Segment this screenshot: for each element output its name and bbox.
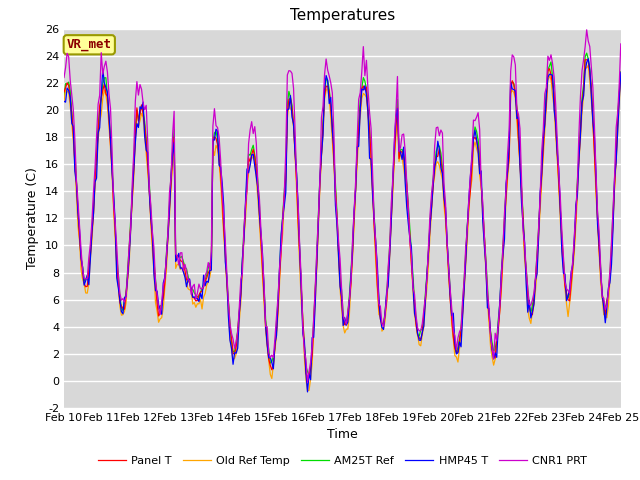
AM25T Ref (244, 151, 252, 157)
Panel T (617, 72, 625, 78)
CNR1 PRT (60, 74, 68, 80)
HMP45 T (584, 56, 592, 61)
Text: VR_met: VR_met (67, 38, 112, 51)
Old Ref Temp (129, 198, 136, 204)
AM25T Ref (129, 190, 136, 195)
AM25T Ref (60, 95, 68, 100)
HMP45 T (226, 337, 234, 343)
AM25T Ref (254, 179, 262, 184)
CNR1 PRT (617, 41, 625, 47)
AM25T Ref (303, 369, 311, 374)
HMP45 T (589, 119, 596, 124)
Line: HMP45 T: HMP45 T (64, 59, 621, 392)
Line: Old Ref Temp: Old Ref Temp (64, 65, 621, 391)
CNR1 PRT (589, 85, 596, 91)
Panel T (303, 374, 311, 380)
Panel T (254, 185, 262, 191)
Legend: Panel T, Old Ref Temp, AM25T Ref, HMP45 T, CNR1 PRT: Panel T, Old Ref Temp, AM25T Ref, HMP45 … (93, 452, 591, 471)
CNR1 PRT (244, 141, 252, 146)
Old Ref Temp (305, 387, 313, 393)
Panel T (305, 374, 313, 380)
HMP45 T (303, 389, 311, 395)
Old Ref Temp (60, 98, 68, 104)
Panel T (60, 89, 68, 95)
AM25T Ref (617, 69, 625, 74)
Old Ref Temp (226, 335, 234, 340)
Y-axis label: Temperature (C): Temperature (C) (26, 168, 39, 269)
X-axis label: Time: Time (327, 429, 358, 442)
CNR1 PRT (305, 368, 313, 374)
CNR1 PRT (254, 182, 262, 188)
AM25T Ref (589, 110, 596, 116)
HMP45 T (60, 98, 68, 104)
Old Ref Temp (617, 72, 625, 78)
Line: AM25T Ref: AM25T Ref (64, 53, 621, 375)
Old Ref Temp (254, 196, 262, 202)
Old Ref Temp (589, 121, 596, 127)
CNR1 PRT (303, 380, 311, 385)
AM25T Ref (226, 321, 234, 327)
Line: Panel T: Panel T (64, 60, 621, 377)
HMP45 T (617, 70, 625, 75)
Panel T (581, 57, 589, 63)
Old Ref Temp (584, 62, 592, 68)
HMP45 T (129, 191, 136, 196)
Panel T (226, 324, 234, 330)
HMP45 T (244, 170, 252, 176)
CNR1 PRT (583, 27, 591, 33)
Title: Temperatures: Temperatures (290, 9, 395, 24)
Line: CNR1 PRT: CNR1 PRT (64, 30, 621, 383)
Panel T (244, 155, 252, 161)
AM25T Ref (305, 372, 313, 378)
Old Ref Temp (303, 388, 311, 394)
HMP45 T (254, 186, 262, 192)
Panel T (129, 196, 136, 202)
HMP45 T (305, 371, 313, 377)
CNR1 PRT (129, 180, 136, 186)
AM25T Ref (583, 50, 591, 56)
CNR1 PRT (226, 321, 234, 326)
Panel T (589, 119, 596, 124)
Old Ref Temp (244, 170, 252, 176)
